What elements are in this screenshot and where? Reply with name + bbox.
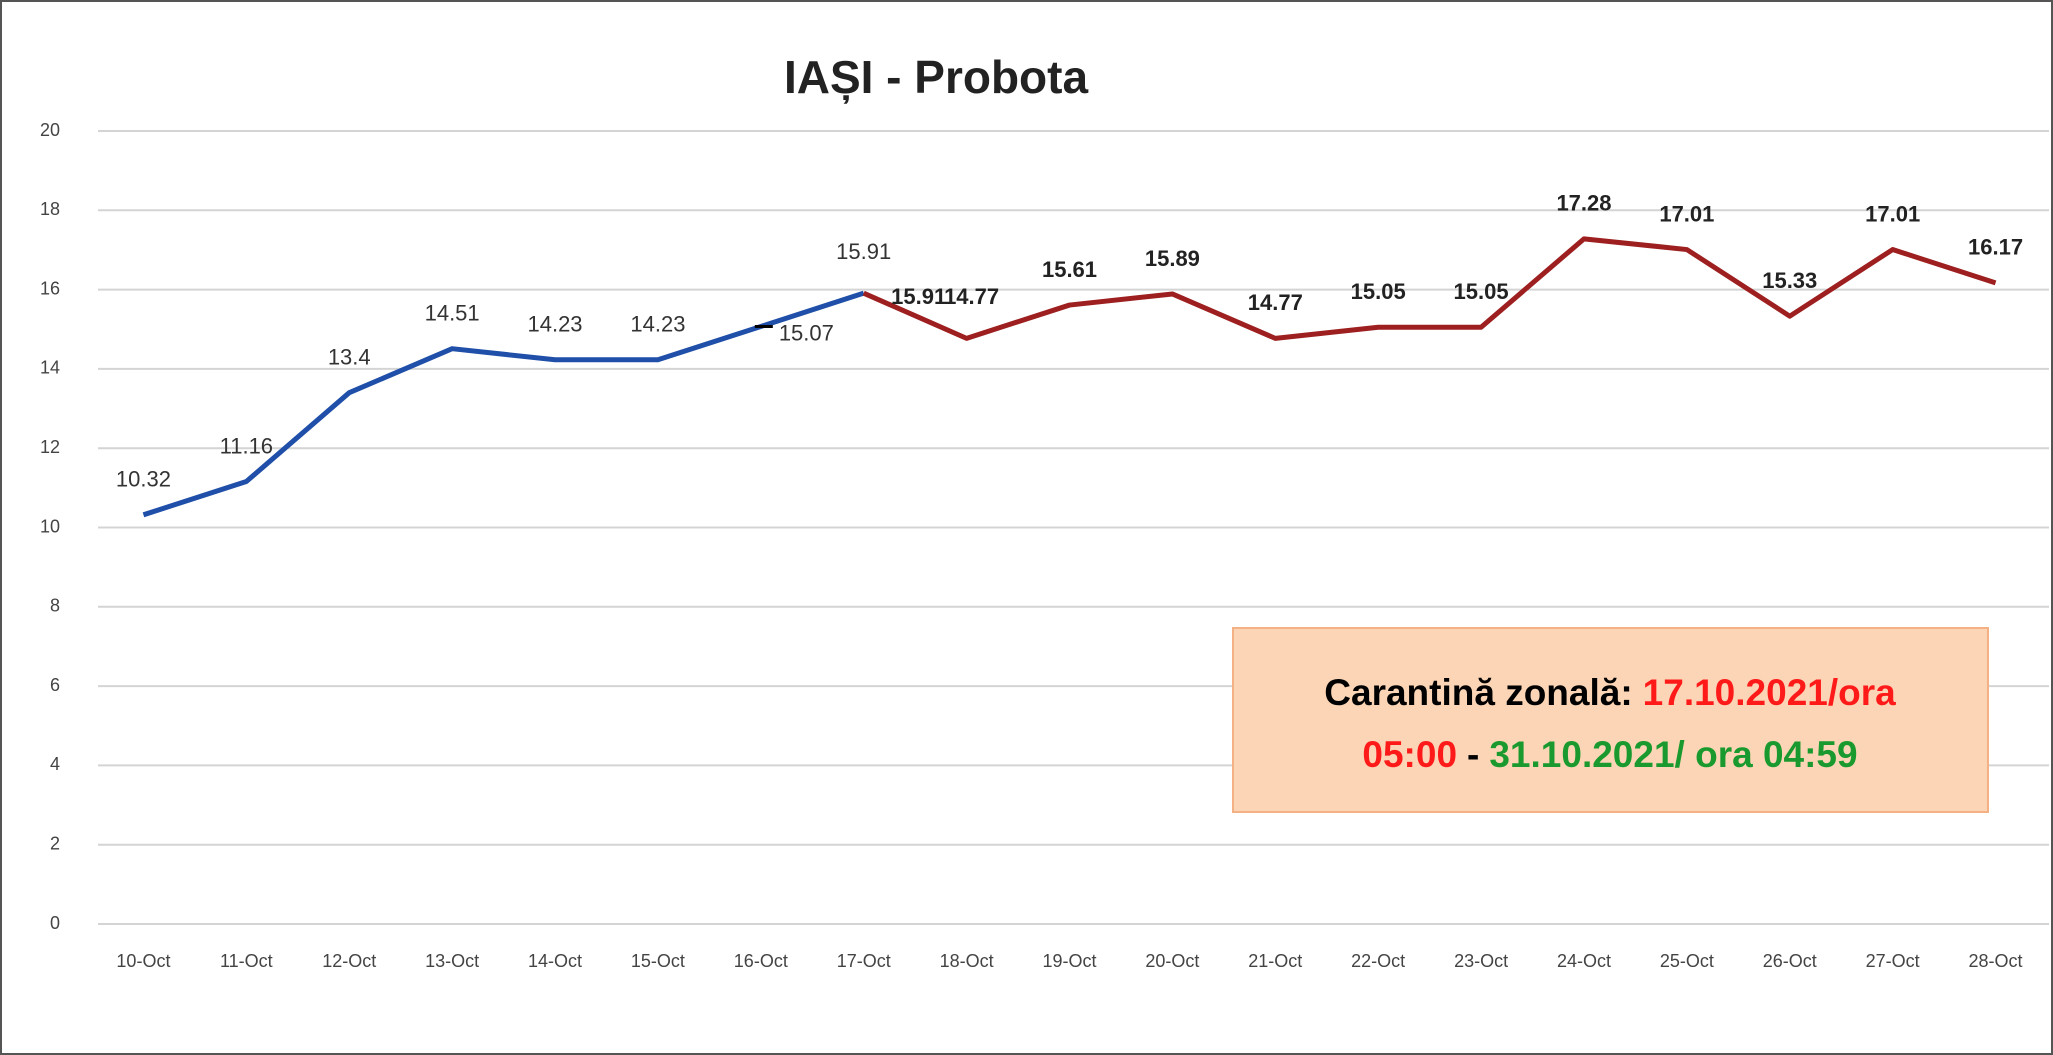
data-label: 11.16 bbox=[220, 433, 273, 458]
data-label: 14.77 bbox=[1248, 290, 1303, 315]
x-tick-label: 20-Oct bbox=[1145, 951, 1199, 971]
x-tick-label: 18-Oct bbox=[940, 951, 994, 971]
data-label: 15.07 bbox=[779, 320, 834, 345]
data-label: 14.77 bbox=[944, 284, 999, 309]
chart-title: IAȘI - Probota bbox=[784, 51, 1089, 104]
data-label: 14.23 bbox=[527, 312, 582, 337]
data-label: 16.17 bbox=[1968, 235, 2023, 260]
y-tick-label: 0 bbox=[50, 913, 60, 933]
x-tick-label: 24-Oct bbox=[1557, 951, 1611, 971]
series-line bbox=[142, 290, 865, 518]
annotation-part: 31.10.2021/ ora 04:59 bbox=[1489, 734, 1857, 775]
x-tick-label: 11-Oct bbox=[220, 951, 273, 971]
annotation-box bbox=[1232, 627, 1989, 813]
x-tick-label: 17-Oct bbox=[837, 951, 891, 971]
y-tick-label: 14 bbox=[40, 358, 60, 378]
data-label: 14.51 bbox=[425, 300, 480, 325]
x-tick-label: 26-Oct bbox=[1763, 951, 1817, 971]
x-tick-label: 19-Oct bbox=[1042, 951, 1096, 971]
annotation-part: Carantină zonală: bbox=[1324, 672, 1632, 713]
data-label: 13.4 bbox=[328, 345, 371, 370]
data-label: 15.05 bbox=[1351, 279, 1406, 304]
y-tick-label: 2 bbox=[50, 833, 60, 853]
series-line bbox=[862, 236, 1997, 341]
data-label: 15.33 bbox=[1762, 268, 1817, 293]
x-tick-label: 23-Oct bbox=[1454, 951, 1508, 971]
annotation-text: 05:00-31.10.2021/ ora 04:59 bbox=[1362, 734, 1857, 775]
x-tick-label: 25-Oct bbox=[1660, 951, 1714, 971]
x-tick-label: 16-Oct bbox=[734, 951, 788, 971]
data-label: 15.05 bbox=[1454, 279, 1509, 304]
y-tick-label: 10 bbox=[40, 516, 60, 536]
y-tick-label: 8 bbox=[50, 596, 60, 616]
y-tick-label: 12 bbox=[40, 437, 60, 457]
data-label: 14.23 bbox=[630, 312, 685, 337]
data-label: 15.91 bbox=[836, 239, 891, 264]
annotation-part: 17.10.2021/ora bbox=[1643, 672, 1896, 713]
data-label: 17.01 bbox=[1865, 201, 1920, 226]
x-tick-label: 21-Oct bbox=[1248, 951, 1302, 971]
data-label: 15.91 bbox=[891, 284, 946, 309]
y-tick-label: 6 bbox=[50, 675, 60, 695]
y-tick-label: 20 bbox=[40, 120, 60, 140]
data-label: 10.32 bbox=[116, 467, 171, 492]
x-tick-label: 15-Oct bbox=[631, 951, 685, 971]
x-tick-label: 28-Oct bbox=[1969, 951, 2023, 971]
data-label: 15.61 bbox=[1042, 257, 1097, 282]
x-tick-label: 27-Oct bbox=[1866, 951, 1920, 971]
annotation-part: 05:00 bbox=[1362, 734, 1457, 775]
data-label: 17.01 bbox=[1659, 201, 1714, 226]
y-tick-label: 4 bbox=[50, 754, 60, 774]
x-tick-label: 13-Oct bbox=[425, 951, 479, 971]
x-tick-label: 22-Oct bbox=[1351, 951, 1405, 971]
x-tick-label: 14-Oct bbox=[528, 951, 582, 971]
data-label: 17.28 bbox=[1556, 191, 1611, 216]
y-tick-label: 18 bbox=[40, 199, 60, 219]
x-tick-label: 12-Oct bbox=[322, 951, 376, 971]
x-tick-label: 10-Oct bbox=[116, 951, 170, 971]
y-tick-label: 16 bbox=[40, 278, 60, 298]
annotation-part: - bbox=[1467, 734, 1479, 775]
data-label: 15.89 bbox=[1145, 246, 1200, 271]
annotation-text: Carantină zonală: 17.10.2021/ora bbox=[1324, 672, 1896, 713]
